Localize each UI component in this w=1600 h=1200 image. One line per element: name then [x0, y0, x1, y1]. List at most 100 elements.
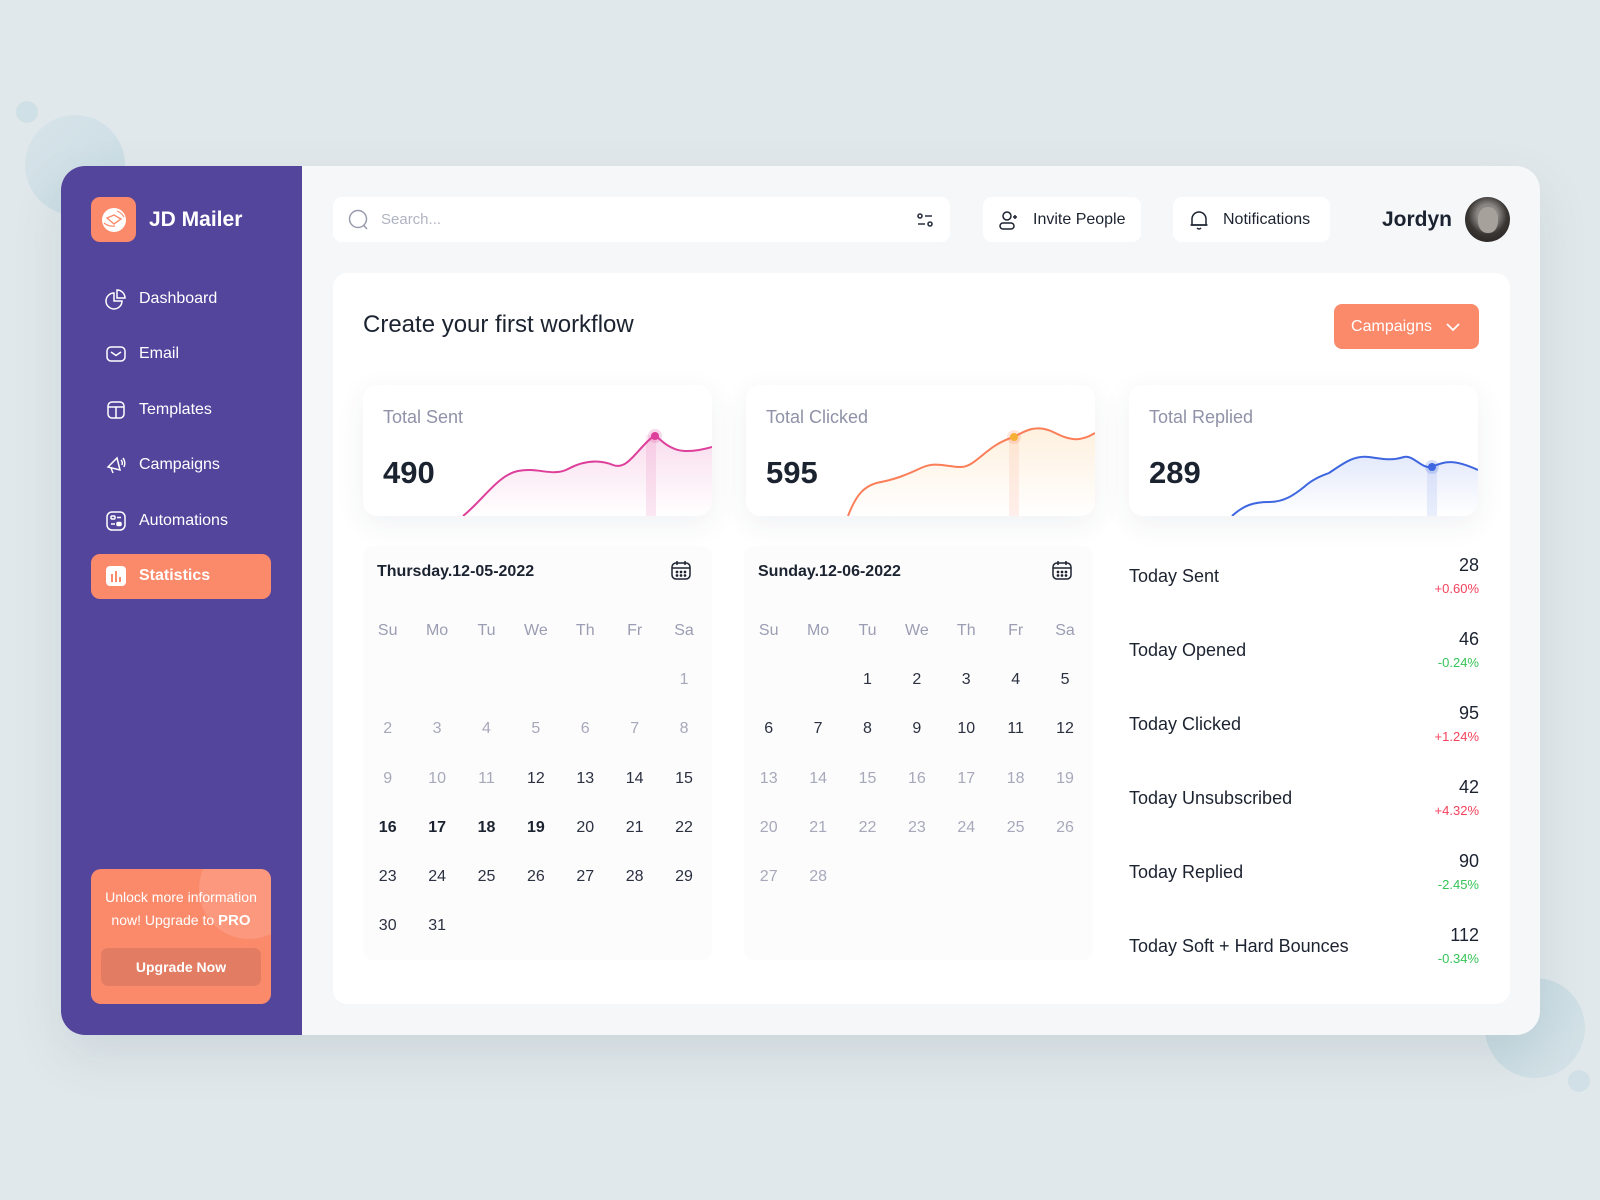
day-cell[interactable]: 6	[764, 720, 774, 738]
day-cell[interactable]: 11	[1007, 720, 1024, 738]
notifications-button[interactable]: Notifications	[1173, 197, 1330, 242]
bar-chart-icon	[105, 565, 127, 587]
day-cell[interactable]: 4	[1011, 670, 1021, 688]
day-cell[interactable]: 29	[675, 868, 693, 886]
week-row: 16 17 18 19 20 21 22	[363, 803, 712, 852]
day-cell[interactable]: 3	[432, 720, 442, 738]
day-cell[interactable]: 12	[526, 769, 545, 787]
today-stat-clicked: Today Clicked 95 +1.24%	[1129, 699, 1479, 773]
day-cell[interactable]: 20	[759, 818, 778, 836]
upgrade-now-button[interactable]: Upgrade Now	[101, 948, 261, 986]
day-cell[interactable]: 9	[912, 720, 922, 738]
calendar-grid: Su Mo Tu We Th Fr Sa 1 2 3 4	[744, 606, 1093, 902]
today-stat-bounces: Today Soft + Hard Bounces 112 -0.34%	[1129, 921, 1479, 995]
stat-card-total-replied[interactable]: Total Replied 289	[1129, 385, 1478, 516]
day-cell[interactable]: 8	[863, 720, 872, 738]
day-cell[interactable]: 24	[957, 818, 976, 836]
day-cell[interactable]: 19	[1056, 769, 1074, 787]
filter-icon[interactable]	[914, 209, 936, 231]
day-cell[interactable]: 26	[1056, 818, 1074, 836]
day-cell[interactable]: 8	[679, 720, 689, 738]
day-cell[interactable]: 20	[576, 818, 595, 836]
day-cell[interactable]: 21	[625, 818, 644, 836]
sidebar-item-templates[interactable]: Templates	[91, 387, 271, 432]
day-cell[interactable]: 14	[625, 769, 644, 787]
stat-card-total-clicked[interactable]: Total Clicked 595	[746, 385, 1095, 516]
sidebar-item-dashboard[interactable]: Dashboard	[91, 276, 271, 321]
day-cell[interactable]: 30	[378, 917, 397, 935]
day-cell[interactable]: 24	[428, 868, 446, 886]
avatar[interactable]	[1465, 197, 1511, 242]
day-cell[interactable]: 13	[759, 769, 778, 787]
day-cell-highlighted[interactable]: 16	[378, 818, 397, 836]
calendar-icon[interactable]	[669, 558, 693, 587]
day-cell-highlighted[interactable]: 19	[526, 818, 545, 836]
bell-icon	[1187, 208, 1211, 232]
sidebar-item-automations[interactable]: Automations	[91, 498, 271, 543]
day-cell[interactable]: 27	[576, 868, 595, 886]
campaigns-dropdown[interactable]: Campaigns	[1334, 304, 1479, 349]
day-cell-highlighted[interactable]: 18	[477, 818, 496, 836]
day-cell[interactable]: 2	[912, 670, 922, 688]
weekday-label: Mo	[425, 621, 449, 639]
stat-delta: -0.34%	[1437, 951, 1479, 966]
day-cell[interactable]: 15	[858, 769, 877, 787]
day-cell[interactable]: 23	[378, 868, 397, 886]
day-cell[interactable]: 25	[1006, 818, 1025, 836]
day-cell[interactable]: 31	[428, 917, 446, 935]
day-cell-highlighted[interactable]: 17	[428, 818, 446, 836]
brand[interactable]: JD Mailer	[91, 197, 242, 242]
day-cell[interactable]: 12	[1056, 720, 1074, 738]
search-bar[interactable]	[333, 197, 950, 242]
weekday-label: Sa	[674, 621, 694, 639]
week-row: 1 2 3 4 5	[744, 655, 1093, 704]
stat-card-total-sent[interactable]: Total Sent 490	[363, 385, 712, 516]
day-cell[interactable]: 3	[961, 670, 971, 688]
day-cell[interactable]: 16	[907, 769, 926, 787]
week-row: 9 10 11 12 13 14 15	[363, 754, 712, 803]
day-cell[interactable]: 10	[957, 720, 976, 738]
week-row: 1	[363, 655, 712, 704]
day-cell[interactable]: 5	[531, 720, 541, 738]
sparkline-chart	[847, 427, 1095, 516]
day-cell[interactable]: 7	[813, 720, 823, 738]
calendar-icon[interactable]	[1050, 558, 1074, 587]
day-cell[interactable]: 5	[1060, 670, 1070, 688]
day-cell[interactable]: 2	[383, 720, 393, 738]
upgrade-text: Unlock more information now! Upgrade to …	[91, 886, 271, 932]
day-cell[interactable]: 23	[907, 818, 926, 836]
search-input[interactable]	[381, 211, 914, 228]
day-cell[interactable]: 13	[576, 769, 595, 787]
day-cell[interactable]: 26	[526, 868, 545, 886]
day-cell[interactable]: 25	[477, 868, 496, 886]
day-cell[interactable]: 6	[580, 720, 590, 738]
day-cell[interactable]: 21	[809, 818, 827, 836]
day-cell[interactable]: 28	[625, 868, 644, 886]
day-cell[interactable]: 7	[630, 720, 640, 738]
weekday-label: We	[524, 621, 548, 639]
day-cell[interactable]: 11	[478, 769, 495, 787]
day-cell[interactable]: 28	[809, 868, 827, 886]
day-cell[interactable]: 18	[1006, 769, 1025, 787]
sidebar-item-campaigns[interactable]: Campaigns	[91, 443, 271, 488]
day-cell[interactable]: 22	[858, 818, 877, 836]
invite-people-label: Invite People	[1033, 210, 1126, 228]
invite-people-button[interactable]: Invite People	[983, 197, 1141, 242]
day-cell[interactable]: 14	[809, 769, 827, 787]
user-menu[interactable]: Jordyn	[1382, 197, 1511, 242]
day-cell[interactable]: 9	[383, 769, 393, 787]
day-cell[interactable]: 1	[863, 670, 872, 688]
sidebar-item-email[interactable]: Email	[91, 332, 271, 377]
sidebar-item-statistics[interactable]: Statistics	[91, 553, 271, 599]
day-cell[interactable]: 4	[482, 720, 491, 738]
day-cell[interactable]: 15	[675, 769, 693, 787]
week-row: 30 31	[363, 902, 712, 951]
day-cell[interactable]: 1	[679, 670, 689, 688]
day-cell[interactable]: 17	[957, 769, 976, 787]
day-cell[interactable]: 22	[675, 818, 693, 836]
app-name: JD Mailer	[149, 207, 243, 231]
day-cell[interactable]: 10	[428, 769, 446, 787]
stat-label: Today Unsubscribed	[1129, 788, 1293, 808]
sidebar: JD Mailer Dashboard Email Templates	[61, 166, 302, 1035]
day-cell[interactable]: 27	[759, 868, 778, 886]
